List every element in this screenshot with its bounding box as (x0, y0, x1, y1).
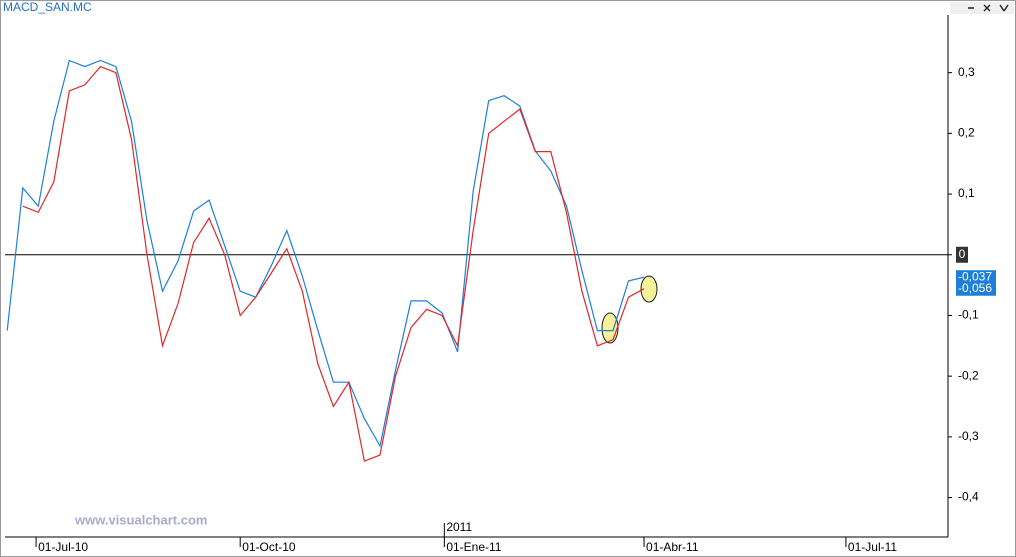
y-tick-label: 0,3 (958, 65, 975, 79)
y-tick-label: 0,1 (958, 186, 975, 200)
value-label: -0,037 (958, 269, 992, 283)
value-label-box (956, 270, 996, 285)
y-tick-label: 0,2 (958, 126, 975, 140)
value-label: -0,056 (958, 281, 992, 295)
y-tick-label: -0,2 (958, 368, 979, 382)
y-tick-label: -0,1 (958, 308, 979, 322)
zero-label-box (956, 246, 968, 263)
value-label-box (956, 281, 996, 296)
chart-title: MACD_SAN.MC (3, 0, 92, 14)
x-tick-label: 01-Oct-10 (242, 540, 296, 554)
series-line (22, 65, 645, 462)
series-line (6, 59, 645, 448)
x-tick-label: 01-Ene-11 (446, 540, 501, 554)
y-tick-label: 0 (959, 247, 966, 261)
window-buttons[interactable] (950, 2, 1014, 14)
button-bar (950, 2, 1014, 14)
y-tick-label: -0,4 (958, 490, 979, 504)
marker-ellipse (601, 312, 619, 344)
x-tick-label: 01-Jul-11 (848, 540, 897, 554)
marker-ellipse (640, 275, 658, 303)
year-label: 2011 (446, 520, 472, 534)
x-tick-label: 01-Abr-11 (646, 540, 699, 554)
watermark: www.visualchart.com (74, 512, 207, 527)
y-tick-label: -0,3 (958, 429, 979, 443)
button-icons (968, 4, 1009, 12)
x-tick-label: 01-Jul-10 (38, 540, 88, 554)
